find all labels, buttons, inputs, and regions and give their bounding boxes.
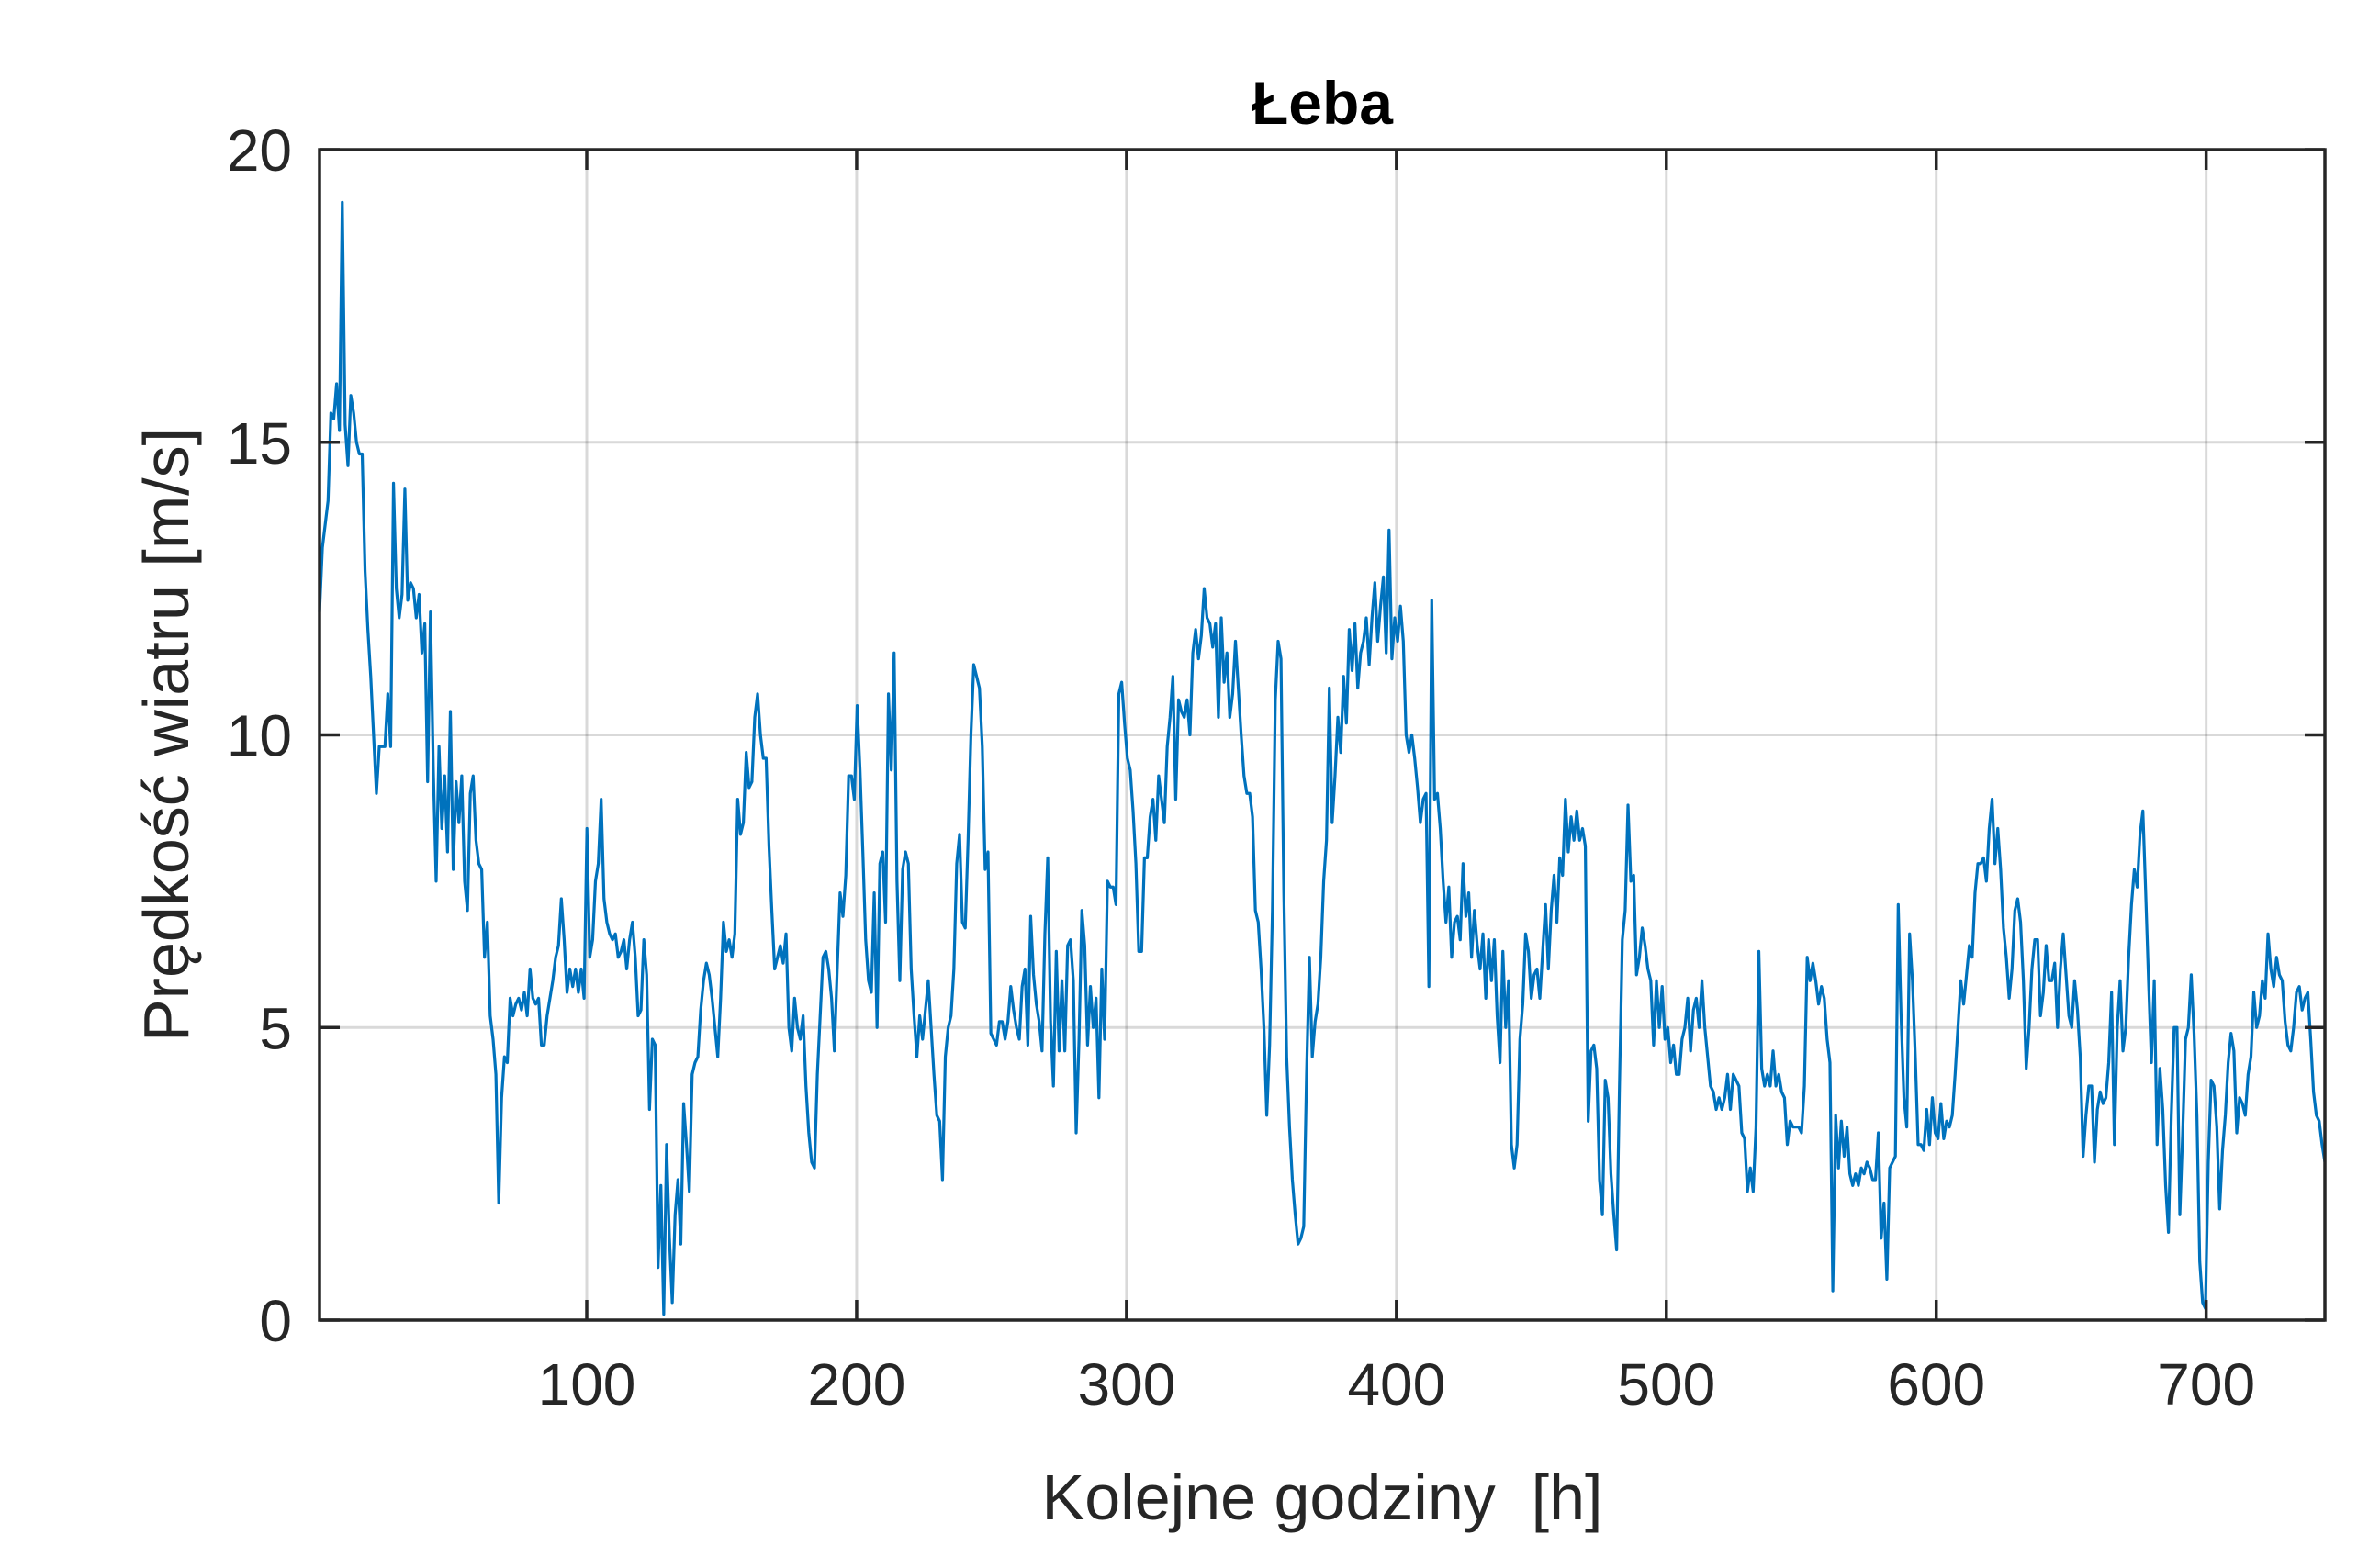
x-tick-label: 700 <box>2157 1351 2255 1417</box>
chart-title: Łeba <box>1252 69 1394 137</box>
x-axis-title: Kolejne godziny [h] <box>1042 1462 1603 1533</box>
x-tick-label: 300 <box>1078 1351 1176 1417</box>
x-tick-label: 500 <box>1617 1351 1715 1417</box>
x-tick-label: 100 <box>538 1351 636 1417</box>
y-tick-labels: 0 5 10 15 20 <box>227 118 292 1354</box>
y-tick-label: 0 <box>259 1288 292 1354</box>
axis-ticks <box>320 148 2325 1322</box>
x-tick-label: 400 <box>1347 1351 1445 1417</box>
x-tick-labels: 100 200 300 400 500 600 700 <box>538 1351 2255 1417</box>
x-tick-label: 600 <box>1887 1351 1985 1417</box>
x-tick-label: 200 <box>808 1351 906 1417</box>
wind-speed-line <box>318 200 2327 1316</box>
grid-lines <box>320 150 2325 1320</box>
y-tick-label: 20 <box>227 118 292 184</box>
y-tick-label: 10 <box>227 703 292 769</box>
y-tick-label: 5 <box>259 995 292 1061</box>
y-axis-title: Prędkość wiatru [m/s] <box>130 428 202 1042</box>
y-tick-label: 15 <box>227 410 292 476</box>
